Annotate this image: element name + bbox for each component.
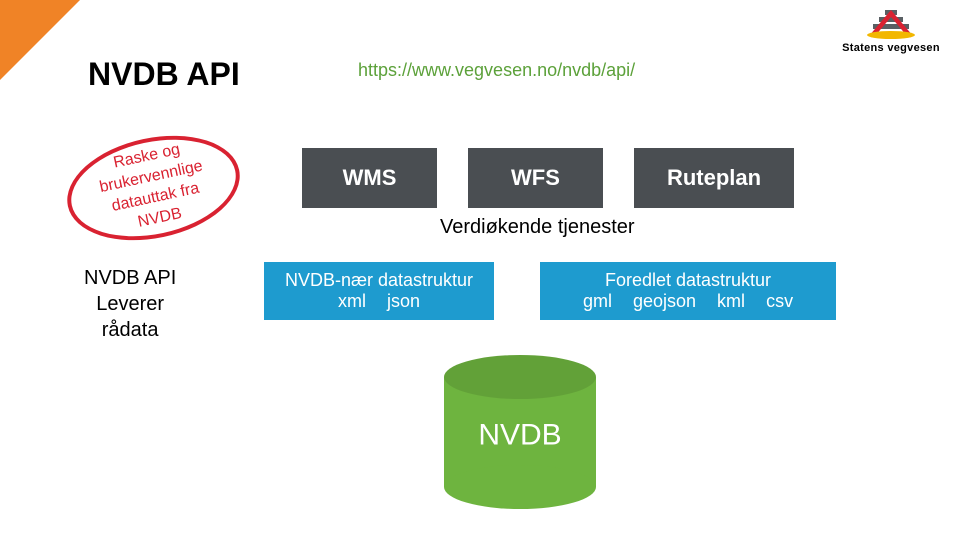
logo: Statens vegvesen	[836, 6, 946, 54]
api-url: https://www.vegvesen.no/nvdb/api/	[358, 60, 635, 81]
service-box-wms: WMS	[302, 148, 437, 208]
database-cylinder: NVDB	[440, 352, 600, 512]
page-title: NVDB API	[88, 56, 240, 93]
statens-vegvesen-icon	[863, 6, 919, 42]
ellipse-badge: Raske og brukervennlige datauttak fra NV…	[58, 121, 250, 255]
logo-label: Statens vegvesen	[836, 42, 946, 54]
service-box-wfs: WFS	[468, 148, 603, 208]
services-caption: Verdiøkende tjenester	[440, 216, 635, 239]
corner-triangle-decoration	[0, 0, 80, 80]
api-side-text: NVDB API Leverer rådata	[84, 265, 176, 343]
bar-nvdb-near: NVDB-nær datastruktur xml json	[264, 262, 494, 320]
database-label: NVDB	[440, 418, 600, 452]
service-box-ruteplan: Ruteplan	[634, 148, 794, 208]
bar-foredlet: Foredlet datastruktur gml geojson kml cs…	[540, 262, 836, 320]
ellipse-badge-text: Raske og brukervennlige datauttak fra NV…	[94, 136, 214, 239]
